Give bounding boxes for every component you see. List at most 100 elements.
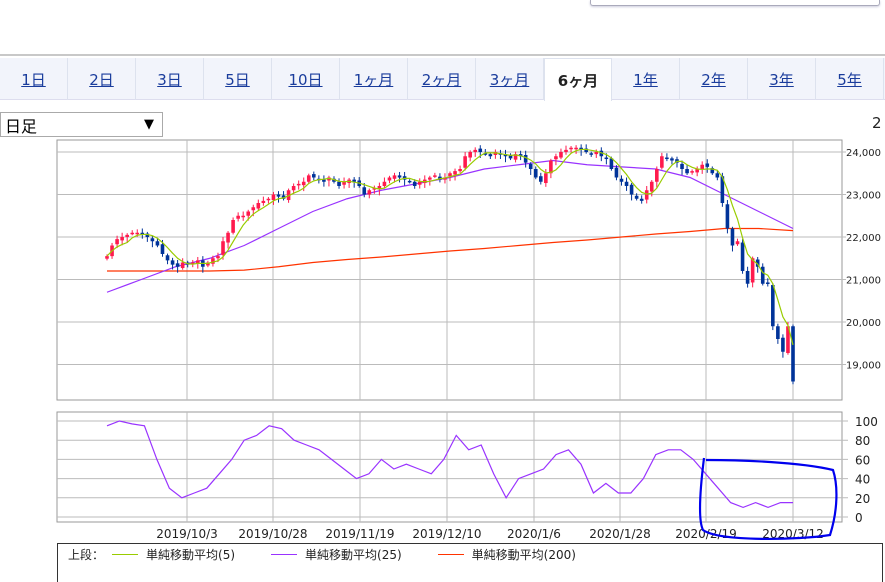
candle-body xyxy=(377,186,382,190)
x-tick-label: 2020/2/19 xyxy=(675,527,737,541)
candle-body xyxy=(493,152,498,155)
candle-body xyxy=(765,282,770,284)
legend-label: 単純移動平均(200) xyxy=(471,548,576,562)
candle-body xyxy=(710,168,715,174)
candle-body xyxy=(649,181,654,192)
candle-body xyxy=(473,149,478,152)
candle-body xyxy=(241,215,245,218)
lower-y-tick-label: 80 xyxy=(855,434,870,448)
candle-body xyxy=(725,204,730,229)
candle-body xyxy=(322,179,326,182)
candle-body xyxy=(700,164,705,169)
candle-type-select[interactable]: 日足 ▼ xyxy=(0,112,163,137)
candle-body xyxy=(266,198,271,201)
candle-body xyxy=(387,177,392,181)
candle-body xyxy=(453,171,457,175)
tab-6[interactable]: 2ヶ月 xyxy=(408,58,476,100)
candle-body xyxy=(760,266,765,284)
candle-body xyxy=(680,163,684,169)
candle-body xyxy=(251,207,256,211)
candle-body xyxy=(301,181,306,186)
lower-indicator-line xyxy=(106,420,793,509)
candle-body xyxy=(538,176,543,182)
candle-body xyxy=(478,148,483,152)
candle-body xyxy=(130,232,135,235)
tab-1[interactable]: 2日 xyxy=(68,58,136,100)
candle-body xyxy=(513,154,518,160)
candle-body xyxy=(221,241,225,255)
tab-7[interactable]: 3ヶ月 xyxy=(476,58,544,100)
candle-body xyxy=(271,194,276,201)
lower-y-tick-label: 40 xyxy=(855,473,870,487)
cut-label: 2 xyxy=(872,114,882,132)
y-tick-label: 21,000 xyxy=(846,276,881,287)
tab-4[interactable]: 10日 xyxy=(272,58,340,100)
chevron-down-icon: ▼ xyxy=(144,117,154,132)
tab-0[interactable]: 1日 xyxy=(0,58,68,100)
candle-body xyxy=(549,160,553,174)
candle-body xyxy=(342,181,346,185)
candle-body xyxy=(312,174,316,178)
tab-11[interactable]: 3年 xyxy=(748,58,816,100)
candle-body xyxy=(730,228,735,246)
candle-body xyxy=(306,175,311,182)
candle-body xyxy=(791,326,795,382)
candle-body xyxy=(518,154,523,157)
candle-body xyxy=(261,200,266,203)
candle-body xyxy=(670,158,674,161)
candle-body xyxy=(145,233,150,237)
candle-body xyxy=(533,169,538,178)
candle-body xyxy=(175,263,180,267)
candle-body xyxy=(614,167,619,178)
candle-body xyxy=(629,184,634,195)
candle-body xyxy=(559,152,563,158)
candle-body xyxy=(211,258,215,264)
candle-body xyxy=(231,220,235,233)
legend: 上段： 単純移動平均(5) 単純移動平均(25) 単純移動平均(200) xyxy=(57,543,883,582)
candle-body xyxy=(634,195,639,199)
candle-body xyxy=(448,173,452,177)
candle-body xyxy=(715,173,720,178)
candle-body xyxy=(433,175,437,177)
candle-body xyxy=(594,152,599,155)
candle-body xyxy=(695,169,699,173)
tab-5[interactable]: 1ヶ月 xyxy=(340,58,408,100)
candle-body xyxy=(256,203,261,209)
candle-body xyxy=(660,156,664,168)
candle-body xyxy=(755,259,760,267)
candle-body xyxy=(407,180,412,183)
candle-body xyxy=(463,156,467,168)
candle-body xyxy=(337,181,341,186)
x-tick-label: 2019/11/19 xyxy=(325,527,394,541)
candle-body xyxy=(745,271,750,284)
candle-body xyxy=(735,241,740,245)
candle-body xyxy=(216,256,220,259)
search-box[interactable] xyxy=(590,0,880,6)
legend-prefix: 上段： xyxy=(68,548,105,562)
tab-10[interactable]: 2年 xyxy=(680,58,748,100)
ma200-line xyxy=(107,227,794,272)
legend-item: 単純移動平均(200) xyxy=(430,546,576,563)
candle-body xyxy=(624,181,629,186)
candle-body xyxy=(281,195,286,199)
candle-body xyxy=(639,198,644,201)
candle-body xyxy=(503,154,508,157)
tab-8[interactable]: 6ヶ月 xyxy=(544,58,612,101)
candle-body xyxy=(105,256,109,259)
tab-3[interactable]: 5日 xyxy=(204,58,272,100)
tab-12[interactable]: 5年 xyxy=(816,58,884,100)
main-panel xyxy=(56,139,843,401)
tab-2[interactable]: 3日 xyxy=(136,58,204,100)
x-tick-label: 2019/10/3 xyxy=(156,527,218,541)
legend-label: 単純移動平均(5) xyxy=(146,548,236,562)
candle-body xyxy=(362,187,367,195)
candle-body xyxy=(367,190,372,195)
tab-9[interactable]: 1年 xyxy=(612,58,680,100)
candle-body xyxy=(599,150,604,157)
candle-body xyxy=(135,232,140,235)
x-tick-label: 2020/1/6 xyxy=(507,527,561,541)
divider xyxy=(0,54,885,56)
candle-body xyxy=(332,178,336,182)
candle-body xyxy=(140,232,145,235)
